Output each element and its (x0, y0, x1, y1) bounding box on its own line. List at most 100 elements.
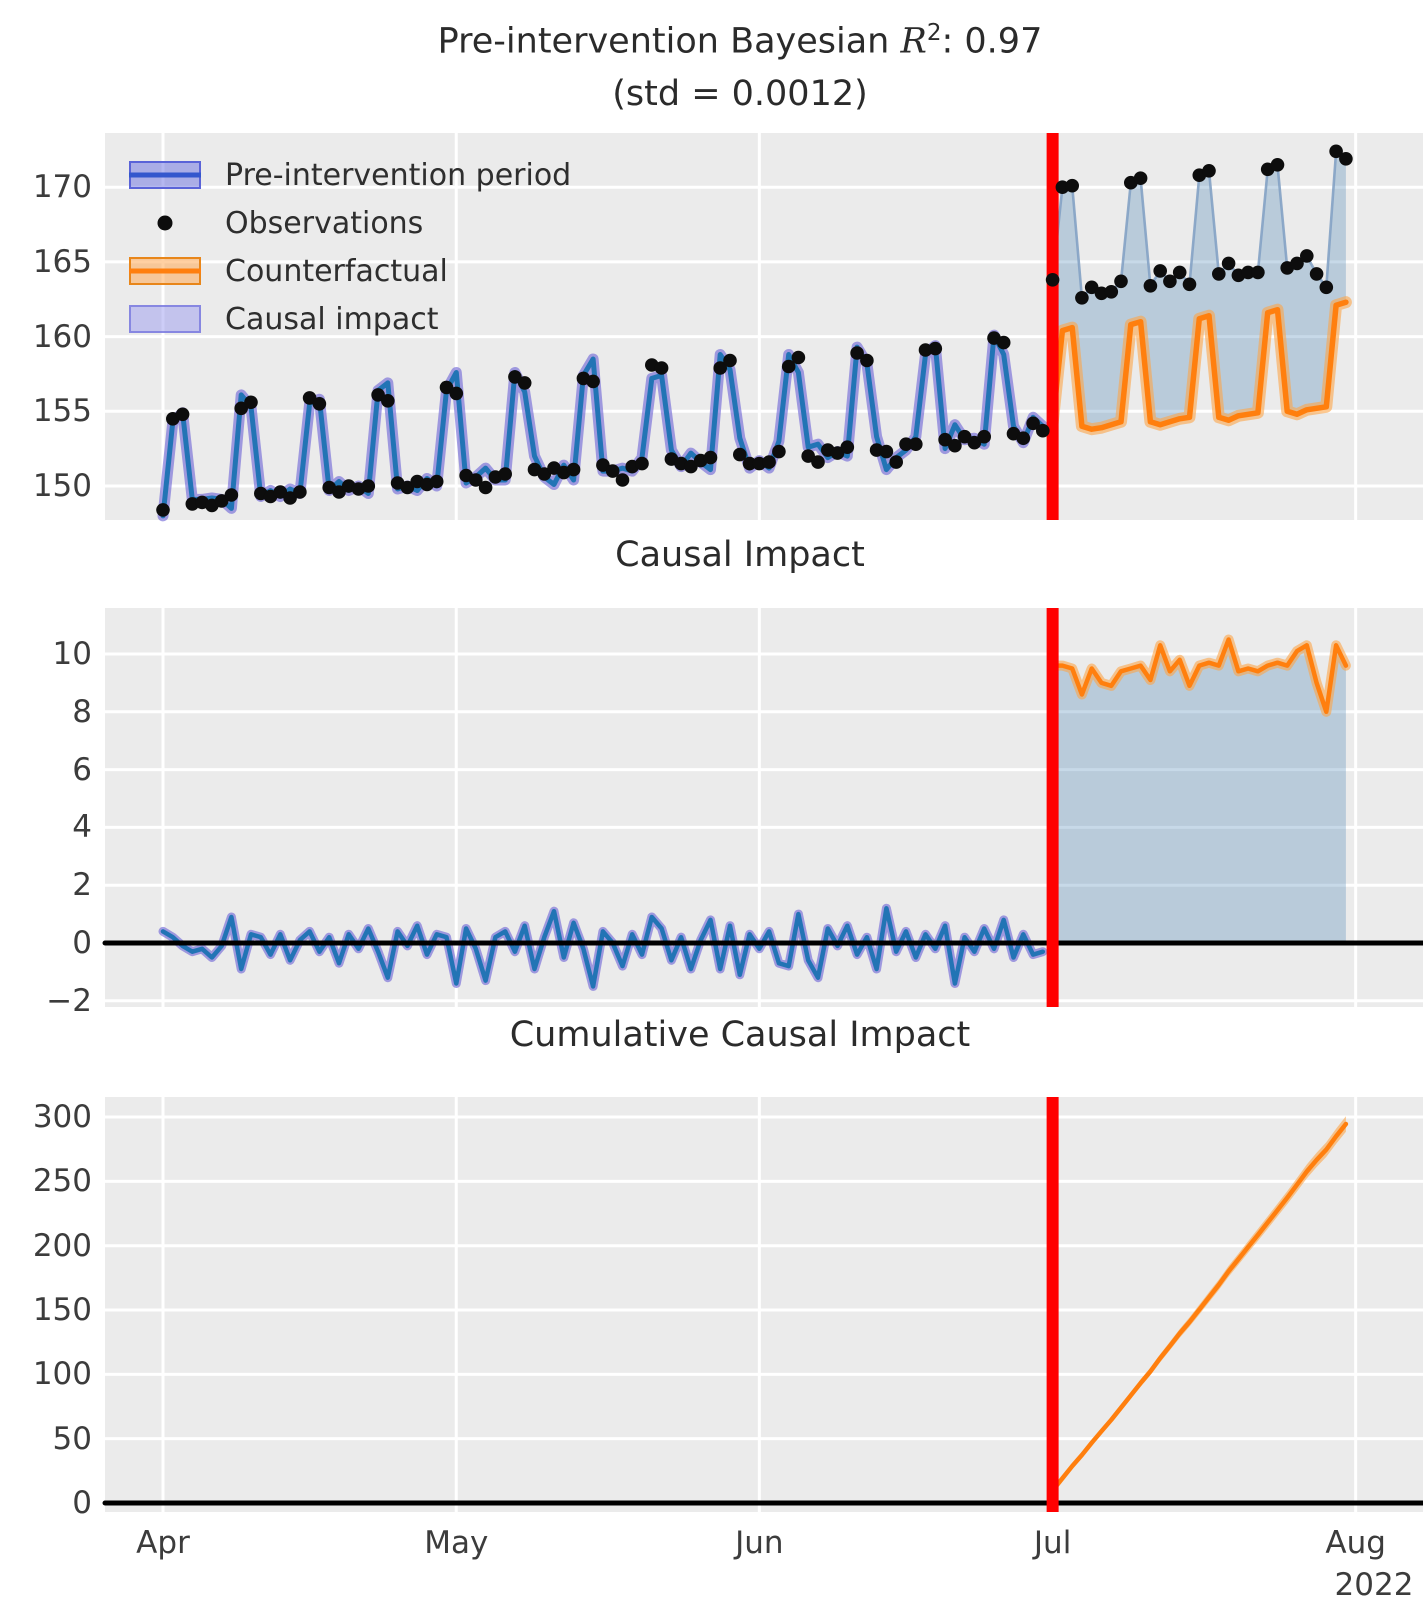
r-symbol: R (900, 21, 927, 62)
observation-dot (1300, 249, 1314, 263)
observation-dot (361, 479, 376, 493)
observation-dot (1016, 431, 1031, 446)
observation-dot (234, 401, 248, 416)
observation-dot (429, 474, 444, 489)
legend-item-counterfactual: Counterfactual (129, 253, 571, 289)
y-tick-label: 6 (72, 751, 92, 788)
y-tick-label: 170 (32, 169, 92, 206)
pre-intervention-band-swatch (129, 161, 201, 189)
y-tick-label: 50 (52, 1420, 92, 1457)
y-tick-label: 160 (32, 318, 92, 355)
observation-dot (801, 449, 815, 463)
observation-dot (508, 370, 522, 384)
observation-dot (811, 455, 825, 469)
y-tick-label: 200 (32, 1227, 92, 1264)
observation-dot (830, 446, 845, 460)
observation-dot (175, 407, 190, 422)
observation-dot (517, 376, 532, 390)
observations-dot-swatch (129, 209, 201, 237)
observation-dot (1212, 267, 1226, 281)
observation-dot (938, 432, 952, 447)
observation-dot (684, 459, 698, 474)
legend-item-observations: Observations (129, 206, 571, 241)
observation-dot (899, 437, 913, 452)
legend-label-pre-intervention: Pre-intervention period (225, 157, 572, 193)
y-tick-label: 150 (32, 1292, 92, 1329)
legend-label-causal-impact: Causal impact (225, 301, 439, 337)
pre-impact-line (160, 906, 1046, 989)
observation-dot (772, 444, 786, 459)
observation-dot (742, 456, 757, 471)
x-tick-label: Jun (735, 1525, 784, 1561)
observation-dot (449, 386, 464, 401)
observation-dot (1202, 164, 1216, 178)
y-tick-label: 300 (32, 1099, 92, 1136)
observation-dot (1339, 152, 1353, 166)
observation-dot-icon (157, 215, 173, 231)
observation-dot (860, 353, 874, 368)
y-tick-label: 100 (32, 1356, 92, 1393)
figure-title-suffix: : 0.97 (941, 21, 1043, 62)
observation-dot (635, 456, 649, 471)
observation-dot (1182, 277, 1197, 292)
observation-dot (879, 444, 894, 459)
panel3-series (102, 1116, 1423, 1506)
observation-dot (1153, 264, 1167, 278)
legend-item-causal-impact: Causal impact (129, 301, 571, 337)
observation-dot (1143, 279, 1158, 293)
grid-lines (105, 133, 1423, 520)
observation-dot (605, 464, 620, 478)
observation-dot (1221, 256, 1236, 271)
observation-dot (703, 450, 718, 465)
y-tick-label: 10 (52, 636, 92, 672)
observation-dot (967, 435, 982, 450)
observation-dot (332, 485, 346, 499)
post-impact-line (1050, 637, 1349, 715)
post-impact-fill (1052, 639, 1346, 943)
observation-dot (948, 438, 962, 453)
observation-dot (1270, 158, 1285, 172)
y-tick-label: 155 (32, 393, 92, 430)
observation-dot (840, 440, 855, 455)
observation-dot (1084, 280, 1099, 295)
y-tick-label: 2 (72, 867, 92, 904)
observation-dot (244, 395, 258, 410)
observation-dot (1163, 274, 1177, 289)
observation-dot (654, 361, 669, 375)
observation-dot (791, 350, 806, 365)
observation-dot (1065, 178, 1079, 193)
y-tick-label: 165 (32, 243, 92, 280)
observation-dot (977, 429, 991, 444)
panel3-title: Cumulative Causal Impact (509, 1015, 971, 1055)
legend-label-counterfactual: Counterfactual (225, 253, 448, 289)
observation-dot (273, 485, 288, 499)
observation-dot (889, 455, 903, 469)
observation-dot (1045, 273, 1060, 287)
counterfactual-line-swatch (129, 268, 201, 274)
legend: Pre-intervention period Observations Cou… (129, 157, 572, 337)
observation-dot (400, 480, 415, 495)
y-tick-label: 4 (72, 809, 92, 846)
observation-dot (1114, 274, 1128, 289)
observation-dot (498, 467, 512, 481)
y-tick-label: 0 (72, 1485, 92, 1521)
observation-dot (1104, 285, 1119, 299)
observation-dot (381, 394, 395, 408)
observation-dot (1075, 291, 1089, 305)
observation-dot (293, 485, 307, 499)
observation-dot (909, 437, 923, 452)
figure-title-prefix: Pre-intervention Bayesian (437, 21, 901, 62)
observation-dot (713, 361, 727, 375)
observation-dot (566, 462, 581, 477)
observation-dot (1309, 267, 1324, 281)
observation-dot (1241, 265, 1255, 280)
legend-item-pre-intervention: Pre-intervention period (129, 157, 572, 193)
observation-dots (156, 144, 1353, 517)
observation-dot (1133, 171, 1148, 185)
x-tick-label: Apr (136, 1525, 190, 1561)
counterfactual-line (1049, 299, 1349, 432)
observation-dot (781, 359, 796, 374)
observation-dot (1329, 144, 1343, 159)
observation-dot (586, 374, 600, 389)
